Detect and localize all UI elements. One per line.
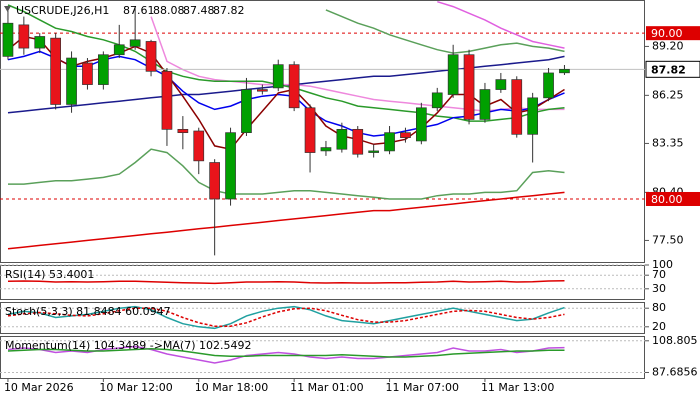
candle-body <box>66 57 77 105</box>
panel-frame <box>0 265 645 300</box>
ohlc-close: 87.82 <box>213 4 245 17</box>
candle-body <box>320 147 332 152</box>
y-tick-label: 108.805 <box>652 334 698 347</box>
panel-title: Momentum(14) 104.3489 ->MA(7) 102.5492 <box>5 339 252 352</box>
indicator-line <box>7 345 565 364</box>
candle-body <box>209 162 220 200</box>
candle-body <box>431 92 443 109</box>
level-tag <box>646 191 700 206</box>
panel-frame <box>0 336 645 379</box>
y-tick-label: 30 <box>652 282 666 295</box>
x-tick-label: 10 Mar 12:00 <box>99 381 172 394</box>
candle-body <box>543 72 554 99</box>
candle-body <box>2 22 14 57</box>
x-tick-label: 11 Mar 13:00 <box>481 381 554 394</box>
candle-body <box>161 70 173 130</box>
y-tick-label: 83.35 <box>652 136 684 149</box>
candle-body <box>113 44 125 56</box>
y-tick-label: 87.6856 <box>652 365 698 378</box>
level-tag <box>646 26 700 41</box>
candle-body <box>257 89 268 92</box>
candle-body <box>368 150 379 153</box>
indicator-line <box>7 191 565 250</box>
candle-body <box>559 68 570 74</box>
candle-body <box>352 128 364 155</box>
candle-body <box>225 132 236 200</box>
candle-body <box>97 54 109 85</box>
candle-body <box>145 41 157 72</box>
candle-body <box>384 132 395 152</box>
candle-body <box>511 79 523 135</box>
level-label: 90.00 <box>651 27 683 40</box>
candle-body <box>18 24 30 49</box>
candle-body <box>416 107 427 142</box>
panel-frame <box>0 0 645 263</box>
candle-body <box>479 89 491 120</box>
candle-body <box>193 130 205 162</box>
y-tick-label: 86.25 <box>652 88 684 101</box>
candle-body <box>288 64 300 109</box>
candle-body <box>241 89 252 134</box>
y-tick-label: 100 <box>652 258 673 271</box>
candle-body <box>82 62 93 85</box>
panel-title: Stoch(5,3,3) 81.8484 60.0947 <box>5 305 171 318</box>
x-tick-label: 10 Mar 2026 <box>4 381 74 394</box>
indicator-line <box>7 307 565 327</box>
indicator-line <box>325 9 565 54</box>
y-tick-label: 70 <box>652 268 666 281</box>
y-tick-label: 80 <box>652 301 666 314</box>
candle-body <box>336 128 348 150</box>
indicator-line <box>7 348 565 358</box>
candle-body <box>495 79 507 90</box>
chart-title: USCRUDE,J26,H1 <box>16 4 109 17</box>
candle-body <box>177 128 189 134</box>
indicator-line <box>437 0 565 49</box>
candle-body <box>34 36 46 49</box>
indicator-line <box>7 4 565 122</box>
price-tag <box>645 60 700 78</box>
title-arrow <box>4 6 11 12</box>
candle-body <box>129 39 141 47</box>
indicator-line <box>7 305 565 330</box>
candle-body <box>463 54 475 120</box>
y-tick-label: 77.50 <box>652 233 684 246</box>
price-label: 87.82 <box>651 63 686 76</box>
ohlc-high: 88.08 <box>153 4 185 17</box>
level-label: 80.00 <box>651 193 683 206</box>
ohlc-open: 87.61 <box>123 4 155 17</box>
indicator-line <box>7 280 565 285</box>
x-tick-label: 11 Mar 01:00 <box>290 381 363 394</box>
ohlc-low: 87.48 <box>183 4 215 17</box>
candle-body <box>447 54 459 95</box>
x-tick-label: 11 Mar 07:00 <box>386 381 459 394</box>
panel-title: RSI(14) 53.4001 <box>5 268 94 281</box>
candle-body <box>50 37 62 105</box>
candle-body <box>304 107 316 153</box>
y-tick-label: 20 <box>652 320 666 333</box>
candle-body <box>272 64 284 89</box>
candle-body <box>400 132 411 138</box>
candle-body <box>527 97 539 135</box>
indicator-line <box>8 148 565 200</box>
x-tick-label: 10 Mar 18:00 <box>195 381 268 394</box>
y-tick-label: 89.20 <box>652 39 684 52</box>
panel-frame <box>0 302 645 334</box>
